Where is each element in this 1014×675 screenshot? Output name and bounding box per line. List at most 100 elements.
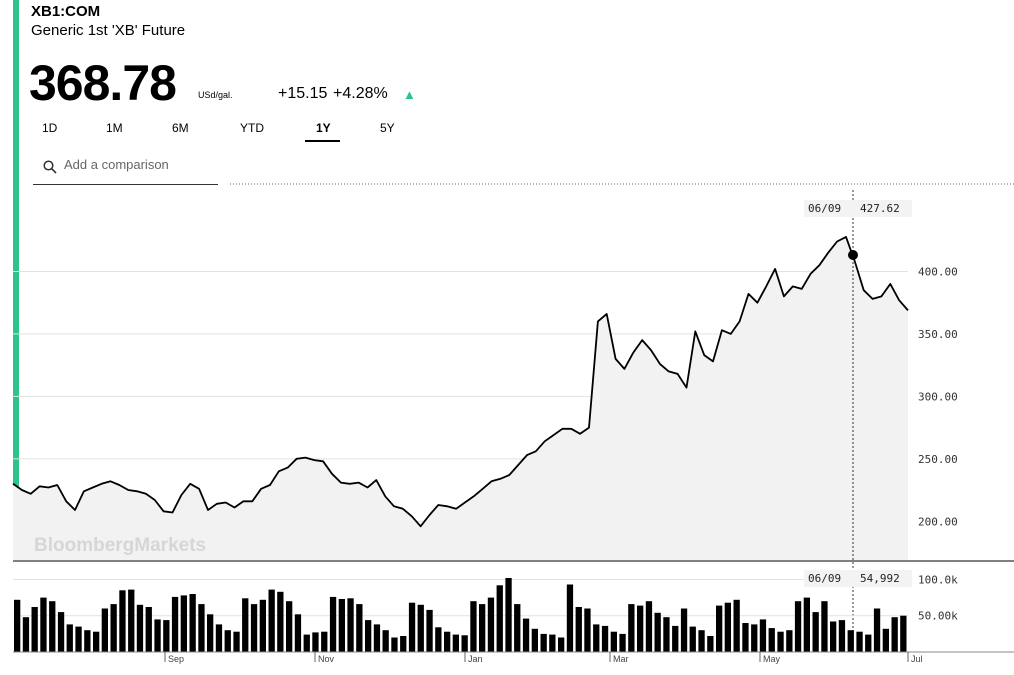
volume-bar xyxy=(470,601,477,652)
x-tick-label: Sep xyxy=(168,654,184,664)
last-price: 368.78 xyxy=(29,55,177,111)
volume-bar xyxy=(891,617,898,652)
volume-bar xyxy=(136,604,144,652)
volume-bar xyxy=(803,597,810,652)
price-line xyxy=(12,236,909,528)
volume-bar xyxy=(777,631,784,652)
volume-bar xyxy=(821,601,828,652)
tooltip-volume-date: 06/09 xyxy=(808,572,841,585)
volume-bar xyxy=(303,634,310,652)
volume-bar xyxy=(417,604,424,652)
volume-bar xyxy=(689,626,696,652)
active-tab-indicator xyxy=(305,140,340,142)
watermark: BloombergMarkets xyxy=(34,535,206,556)
volume-bar xyxy=(637,605,644,652)
volume-bar xyxy=(189,594,196,652)
volume-axis: 50.00k 100.0k xyxy=(918,573,958,622)
volume-bar xyxy=(338,599,345,652)
volume-bar xyxy=(882,628,889,652)
volume-bar xyxy=(830,621,837,652)
volume-bar xyxy=(329,596,337,652)
crosshair-marker xyxy=(848,250,858,260)
volume-bar xyxy=(22,617,30,652)
y-tick-label: 400.00 xyxy=(918,265,958,278)
volume-bars xyxy=(14,578,907,652)
x-axis: Sep Nov Jan Mar May Jul xyxy=(164,652,923,664)
volume-bar xyxy=(514,604,521,652)
price-unit: USd/gal. xyxy=(198,90,233,100)
volume-bar xyxy=(14,599,21,652)
volume-bar xyxy=(198,604,205,652)
volume-bar xyxy=(163,620,170,652)
tab-1d[interactable]: 1D xyxy=(42,121,58,135)
volume-bar xyxy=(382,630,389,652)
volume-bar xyxy=(610,631,617,652)
volume-bar xyxy=(391,637,398,652)
tooltip-price: 427.62 xyxy=(860,202,900,215)
price-change-percent: +4.28% xyxy=(333,85,388,102)
volume-tick-label: 100.0k xyxy=(918,573,958,586)
volume-bar xyxy=(57,612,65,652)
volume-bar xyxy=(584,608,591,652)
volume-bar xyxy=(900,615,907,652)
volume-bar xyxy=(426,609,433,652)
volume-bar xyxy=(277,591,284,652)
volume-bar xyxy=(593,624,600,652)
price-area xyxy=(13,236,908,560)
volume-bar xyxy=(847,630,854,652)
tab-5y[interactable]: 5Y xyxy=(380,121,395,135)
volume-bar xyxy=(856,631,863,652)
y-tick-label: 300.00 xyxy=(918,390,958,403)
volume-bar xyxy=(435,627,442,652)
tab-ytd[interactable]: YTD xyxy=(240,121,264,135)
volume-bar xyxy=(347,598,354,652)
volume-bar xyxy=(110,604,117,652)
volume-bar xyxy=(66,624,73,652)
accent-bar xyxy=(13,0,19,560)
volume-bar xyxy=(373,624,381,652)
volume-bar xyxy=(680,608,688,652)
volume-bar xyxy=(716,605,723,652)
volume-bar xyxy=(672,625,679,652)
x-tick-label: Mar xyxy=(613,654,629,664)
volume-bar xyxy=(759,619,767,652)
volume-bar xyxy=(768,628,775,652)
volume-bar xyxy=(487,597,495,652)
volume-bar xyxy=(628,604,635,652)
comparison-search[interactable]: Add a comparison xyxy=(33,151,218,185)
x-tick-label: Nov xyxy=(318,654,335,664)
volume-bar xyxy=(365,620,372,652)
tab-1y[interactable]: 1Y xyxy=(316,121,331,135)
volume-bar xyxy=(479,604,486,652)
volume-bar xyxy=(558,637,565,652)
volume-bar xyxy=(145,607,152,652)
volume-bar xyxy=(268,589,275,652)
x-tick-label: Jul xyxy=(911,654,923,664)
tab-6m[interactable]: 6M xyxy=(172,121,189,135)
volume-bar xyxy=(663,617,670,652)
x-tick-label: Jan xyxy=(468,654,483,664)
volume-bar xyxy=(575,607,582,652)
volume-gridlines xyxy=(13,578,908,617)
price-change: +15.15 xyxy=(278,85,328,102)
volume-bar xyxy=(522,618,530,652)
volume-bar xyxy=(751,624,758,652)
volume-bar xyxy=(742,623,749,652)
up-arrow-icon: ▲ xyxy=(403,87,416,102)
volume-bar xyxy=(242,598,249,652)
tab-1m[interactable]: 1M xyxy=(106,121,123,135)
volume-bar xyxy=(180,595,187,652)
volume-bar xyxy=(119,590,126,652)
volume-bar xyxy=(444,631,451,652)
volume-bar xyxy=(233,631,240,652)
volume-bar xyxy=(838,620,846,652)
volume-bar xyxy=(733,599,740,652)
volume-bar xyxy=(215,624,223,652)
volume-bar xyxy=(698,630,705,652)
volume-bar xyxy=(645,601,653,652)
volume-bar xyxy=(707,636,714,652)
y-tick-label: 250.00 xyxy=(918,453,958,466)
volume-bar xyxy=(654,612,661,652)
volume-bar xyxy=(128,589,135,652)
